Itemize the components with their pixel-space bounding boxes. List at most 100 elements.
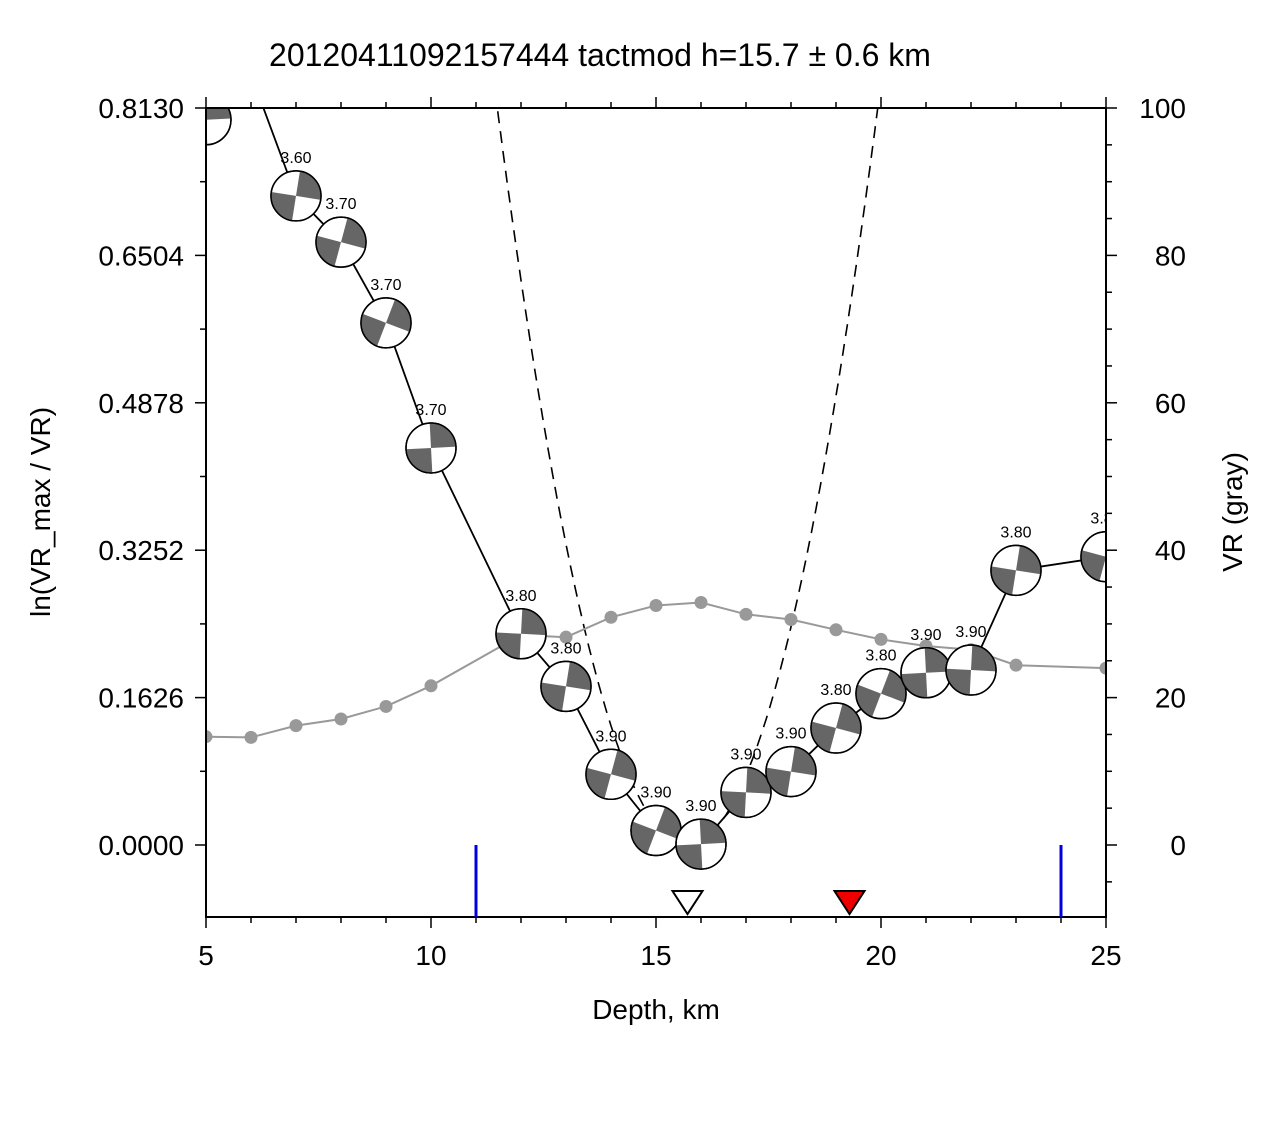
y-tick-label-right: 40 — [1155, 535, 1186, 566]
beachball-quadrant — [991, 566, 1016, 596]
vr-point — [829, 623, 843, 637]
beachball-quadrant — [699, 819, 726, 845]
beachball-quadrant — [945, 668, 971, 696]
x-axis-label: Depth, km — [592, 994, 720, 1025]
beachball-outline — [765, 745, 817, 798]
beachball-quadrant — [386, 299, 411, 332]
mw-label: 3.90 — [640, 784, 671, 801]
x-tick-label: 5 — [198, 940, 214, 971]
beachball-quadrant — [630, 821, 656, 854]
x-tick-label: 20 — [865, 940, 896, 971]
mw-label: 3.80 — [1000, 524, 1031, 541]
misfit-series-line — [206, 108, 1106, 846]
y-tick-label-left: 0.3252 — [98, 535, 184, 566]
beachball-outline — [405, 422, 457, 474]
beachball-quadrant — [206, 108, 231, 120]
beachball — [720, 766, 772, 819]
beachball-quadrant — [746, 767, 772, 794]
mw-label: 3.80 — [865, 648, 896, 665]
y-tick-label-left: 0.4878 — [98, 388, 184, 419]
beachball-outline — [206, 108, 232, 146]
vr-point — [649, 598, 663, 612]
mw-label: 3.90 — [730, 746, 761, 763]
mw-label: 3.90 — [595, 728, 626, 745]
beachball — [315, 216, 367, 268]
beachball-outline — [540, 660, 592, 713]
beachball-quadrant — [226, 73, 251, 99]
beachball-quadrant — [429, 422, 456, 448]
catalog-depth-marker — [832, 890, 867, 916]
beachball-quadrant — [791, 746, 816, 776]
beachball-quadrant — [676, 844, 703, 870]
vr-point — [424, 679, 438, 693]
beachball-quadrant — [881, 670, 907, 703]
plot-area: 3.60 3.70 3.70 3.70 3.80 3.80 3.90 3.90 3.90 3.90… — [206, 73, 1131, 870]
y-tick-label-left: 0.0000 — [98, 830, 184, 861]
beachball — [990, 544, 1042, 597]
x-tick-label: 10 — [415, 940, 446, 971]
beachball — [810, 702, 862, 754]
beachball — [540, 660, 592, 713]
beachball-outline — [675, 818, 727, 870]
y-tick-label-left: 0.8130 — [98, 93, 184, 124]
beachball — [405, 422, 457, 474]
beachball-quadrant — [971, 645, 997, 672]
beachball — [900, 647, 952, 699]
vr-point — [379, 699, 393, 713]
beachball-quadrant — [720, 791, 746, 818]
y-tick-label-left: 0.6504 — [98, 240, 184, 271]
beachball-outline — [270, 170, 322, 222]
x-tick-label: 25 — [1090, 940, 1121, 971]
best-depth-marker — [670, 890, 705, 916]
vr-point — [694, 596, 708, 610]
vr-point — [784, 612, 798, 626]
beachball-quadrant — [855, 684, 881, 717]
vr-point — [739, 607, 753, 621]
mw-label: 3.80 — [550, 640, 581, 657]
beachball-quadrant — [271, 192, 296, 221]
beachball — [945, 644, 997, 696]
mw-label: 3.80 — [820, 682, 851, 699]
beachball-outline — [855, 667, 907, 720]
mw-label: 3.70 — [370, 277, 401, 294]
y-tick-label-right: 100 — [1139, 93, 1186, 124]
beachball — [585, 748, 637, 801]
y-tick-label-left: 0.1626 — [98, 683, 184, 714]
vr-point — [874, 632, 888, 646]
beachball-outline — [1080, 530, 1106, 583]
beachball-quadrant — [924, 647, 951, 673]
beachball-quadrant — [206, 119, 208, 145]
beachball — [270, 170, 322, 222]
chart-title: 20120411092157444 tactmod h=15.7 ± 0.6 k… — [269, 37, 931, 73]
beachball-outline — [495, 608, 547, 660]
beachball — [360, 297, 412, 349]
beachball-quadrant — [766, 767, 791, 797]
mw-label: 3.90 — [685, 798, 716, 815]
mw-label: 3.90 — [775, 726, 806, 743]
beachball-quadrant — [541, 682, 566, 712]
beachball-outline — [810, 702, 862, 754]
beachball-quadrant — [1106, 533, 1131, 564]
beachball — [675, 818, 727, 870]
depth-markers — [474, 845, 1063, 917]
beachball — [206, 108, 232, 146]
beachball-outline — [990, 544, 1042, 597]
y-tick-label-right: 60 — [1155, 388, 1186, 419]
y-axis-label-left: ln(VR_max / VR) — [25, 407, 56, 617]
beachball-quadrant — [1016, 545, 1041, 575]
vr-point — [604, 610, 618, 624]
y-tick-label-right: 80 — [1155, 240, 1186, 271]
beachball-quadrant — [296, 171, 321, 200]
vr-point — [244, 730, 258, 744]
vr-point — [289, 719, 303, 733]
axes-frame: 5 10 15 20 25 0.0000 0.1626 0.3252 0.4878 0.6504 0… — [98, 93, 1186, 971]
vr-point — [559, 630, 573, 644]
beachball-quadrant — [566, 661, 591, 691]
mw-label: 3.90 — [955, 624, 986, 641]
beachball-quadrant — [495, 632, 521, 659]
mw-label: 3.80 — [505, 588, 536, 605]
beachball-quadrant — [656, 807, 681, 840]
beachball-quadrant — [406, 447, 433, 473]
vr-point — [1009, 658, 1023, 672]
